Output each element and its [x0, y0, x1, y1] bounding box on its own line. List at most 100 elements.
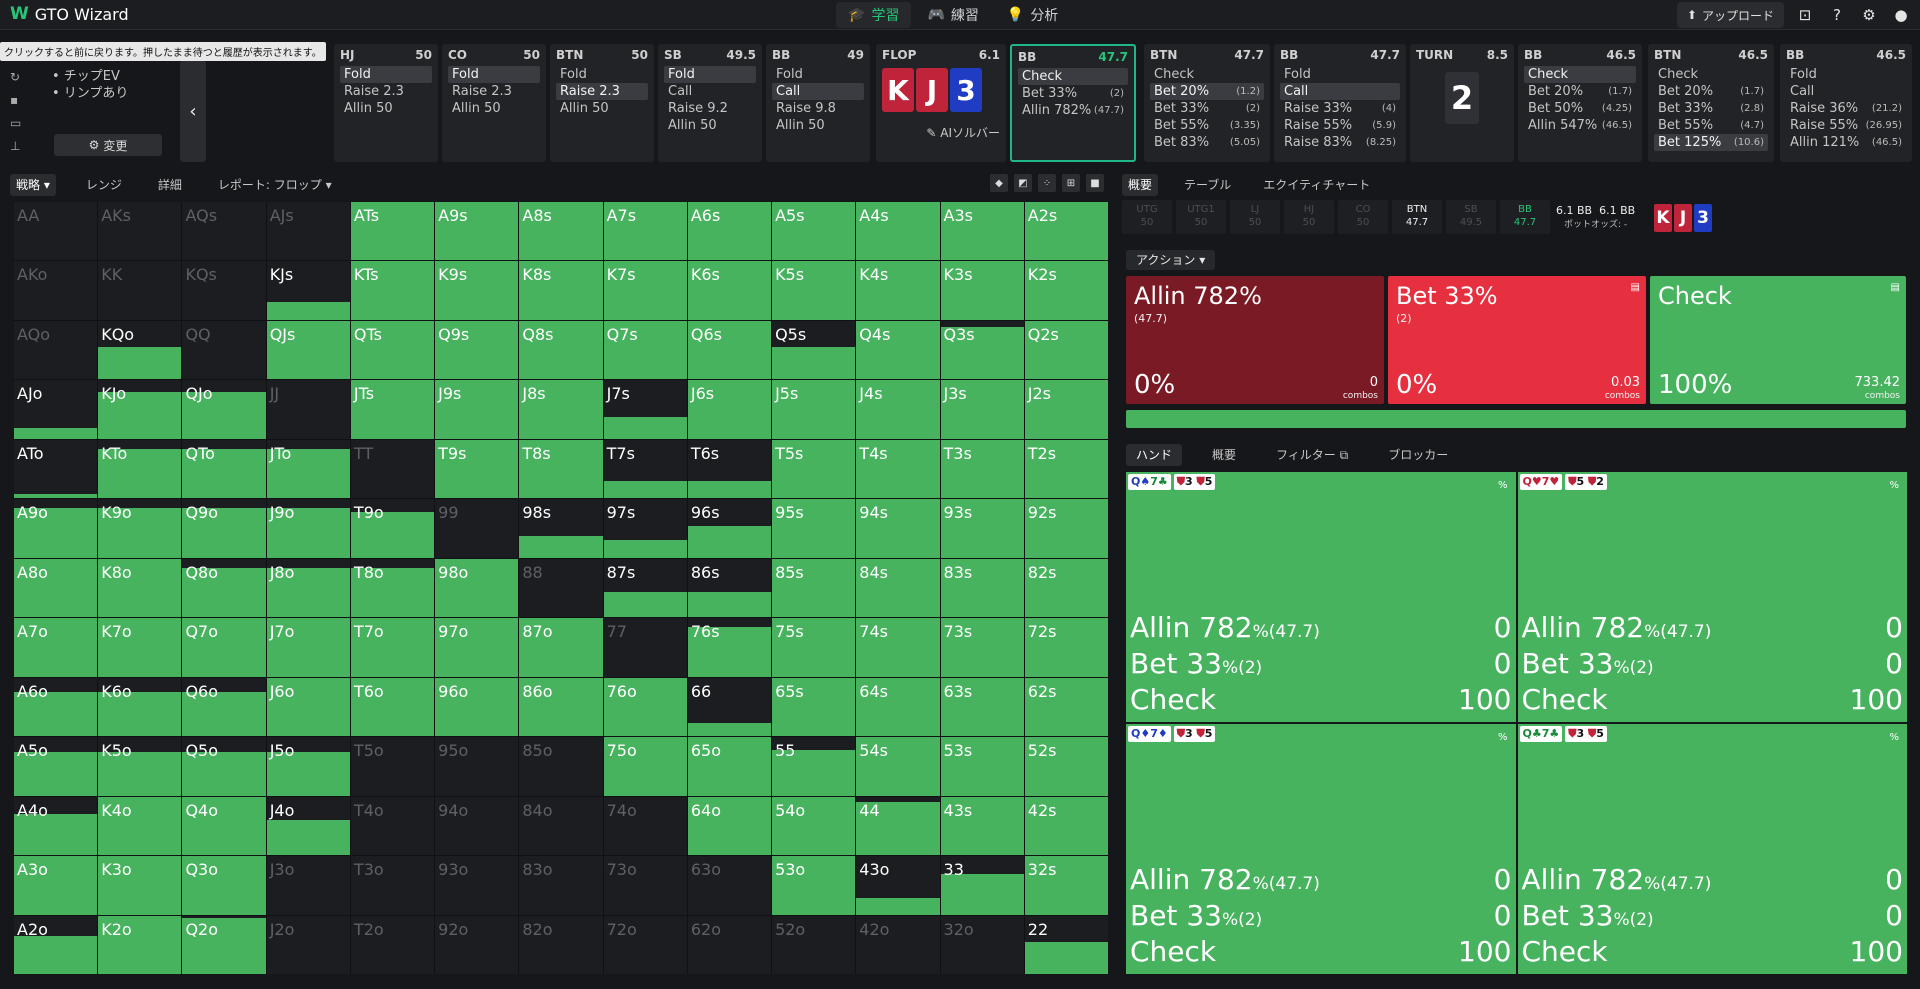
action-item[interactable]: Check — [1018, 68, 1128, 85]
seat-sb[interactable]: SB 49.5 — [1446, 200, 1496, 234]
grid-cell-J5o[interactable]: J5o — [266, 737, 350, 796]
grid-cell-J5s[interactable]: J5s — [772, 380, 856, 439]
tab-table[interactable]: テーブル — [1184, 178, 1232, 192]
grid-cell-Q5o[interactable]: Q5o — [182, 737, 266, 796]
action-item[interactable]: Raise 2.3 — [556, 83, 648, 100]
grid-cell-J8o[interactable]: J8o — [266, 558, 350, 618]
grid-cell-T3s[interactable]: T3s — [940, 439, 1024, 499]
node-bb-turn-2[interactable]: BB 46.5 Fold Call Raise 36% (21.2) Raise 55% (2… — [1780, 44, 1912, 162]
grid-cell-A5s[interactable]: A5s — [772, 202, 856, 261]
grid-cell-42o[interactable]: 42o — [856, 915, 940, 974]
grid-cell-J2o[interactable]: J2o — [266, 915, 350, 974]
grid-cell-A7o[interactable]: A7o — [14, 618, 98, 677]
action-item[interactable]: Call — [772, 83, 864, 100]
grid-cell-K7o[interactable]: K7o — [98, 618, 182, 677]
grid-cell-Q2o[interactable]: Q2o — [182, 915, 266, 974]
grid-cell-T9o[interactable]: T9o — [350, 499, 435, 558]
action-item[interactable]: Fold — [1284, 67, 1311, 82]
grid-cell-43s[interactable]: 43s — [940, 796, 1024, 856]
grid-cell-84o[interactable]: 84o — [519, 796, 603, 856]
tab-details[interactable]: 詳細 — [157, 178, 182, 192]
grid-cell-KQo[interactable]: KQo — [98, 320, 182, 380]
tab-equity-chart[interactable]: エクイティチャート — [1263, 178, 1371, 192]
grid-cell-Q9s[interactable]: Q9s — [435, 320, 519, 380]
grid-cell-T9s[interactable]: T9s — [435, 439, 519, 499]
grid-cell-K2o[interactable]: K2o — [98, 915, 182, 974]
action-card-check[interactable]: Check ▤ 100% 733.42 combos — [1650, 276, 1906, 404]
action-item[interactable]: Bet 50% (4.25) — [1528, 101, 1632, 116]
grid-cell-T8s[interactable]: T8s — [519, 439, 603, 499]
grid-cell-63o[interactable]: 63o — [687, 856, 772, 915]
grid-cell-T6o[interactable]: T6o — [350, 677, 435, 737]
grid-cell-AA[interactable]: AA — [14, 202, 98, 261]
grid-cell-94s[interactable]: 94s — [856, 499, 940, 558]
node-bb-turn[interactable]: BB 46.5 Check Bet 20% (1.7) Bet 50% (4.25) Alli… — [1518, 44, 1642, 162]
grid-cell-J6o[interactable]: J6o — [266, 677, 350, 737]
grid-cell-AKo[interactable]: AKo — [14, 261, 98, 320]
grid-cell-95s[interactable]: 95s — [772, 499, 856, 558]
grid-cell-73o[interactable]: 73o — [603, 856, 687, 915]
action-item[interactable]: Allin 50 — [452, 101, 501, 116]
hand-combo-cell[interactable]: Q♠7♣ ⛊3 ⛊5 % Allin 782%(47.7) 0 Bet 33%(2) 0 C… — [1126, 472, 1516, 722]
grid-cell-Q6o[interactable]: Q6o — [182, 677, 266, 737]
grid-cell-QJs[interactable]: QJs — [266, 320, 350, 380]
grid-cell-87s[interactable]: 87s — [603, 558, 687, 618]
tab-hands[interactable]: ハンド — [1126, 444, 1183, 466]
grid-cell-Q4o[interactable]: Q4o — [182, 796, 266, 856]
app-logo[interactable]: W GTO Wizard — [10, 4, 129, 24]
grid-cell-AQs[interactable]: AQs — [182, 202, 266, 261]
view-3d-icon[interactable]: ◆ — [990, 174, 1008, 192]
tab-filter[interactable]: フィルター ⧉ — [1276, 448, 1349, 462]
grid-cell-AQo[interactable]: AQo — [14, 320, 98, 380]
grid-cell-A6o[interactable]: A6o — [14, 677, 98, 737]
grid-cell-K7s[interactable]: K7s — [603, 261, 687, 320]
grid-cell-K8s[interactable]: K8s — [519, 261, 603, 320]
action-item[interactable]: Bet 83% (5.05) — [1154, 135, 1260, 150]
upload-button[interactable]: ⬆ アップロード — [1676, 2, 1784, 28]
grid-cell-72s[interactable]: 72s — [1024, 618, 1108, 677]
grid-cell-QTs[interactable]: QTs — [350, 320, 435, 380]
tab-blockers[interactable]: ブロッカー — [1388, 448, 1449, 462]
grid-cell-JTo[interactable]: JTo — [266, 439, 350, 499]
grid-cell-95o[interactable]: 95o — [435, 737, 519, 796]
grid-cell-J4o[interactable]: J4o — [266, 796, 350, 856]
grid-cell-A8o[interactable]: A8o — [14, 558, 98, 618]
action-item[interactable]: Fold — [448, 66, 540, 83]
action-item[interactable]: Allin 547% (46.5) — [1528, 118, 1632, 133]
action-item[interactable]: Bet 20% (1.2) — [1150, 83, 1264, 100]
grid-cell-33[interactable]: 33 — [940, 856, 1024, 915]
node-bb-flop-2[interactable]: BB 47.7 Fold Call Raise 33% (4) Raise 55% (5.9)… — [1274, 44, 1406, 162]
action-item[interactable]: Bet 20% (1.7) — [1658, 84, 1764, 99]
action-item[interactable]: Call — [1790, 84, 1815, 99]
grid-cell-T8o[interactable]: T8o — [350, 558, 435, 618]
action-item[interactable]: Fold — [1790, 67, 1817, 82]
grid-cell-98s[interactable]: 98s — [519, 499, 603, 558]
action-item[interactable]: Raise 36% (21.2) — [1790, 101, 1902, 116]
grid-cell-64s[interactable]: 64s — [856, 677, 940, 737]
grid-cell-KTs[interactable]: KTs — [350, 261, 435, 320]
action-item[interactable]: Bet 33% (2) — [1022, 86, 1124, 101]
grid-cell-99[interactable]: 99 — [435, 499, 519, 558]
grid-cell-T5s[interactable]: T5s — [772, 439, 856, 499]
action-card-allin[interactable]: Allin 782% (47.7) 0% 0 combos — [1126, 276, 1384, 404]
grid-cell-K9s[interactable]: K9s — [435, 261, 519, 320]
action-item[interactable]: Bet 55% (3.35) — [1154, 118, 1260, 133]
action-card-bet[interactable]: Bet 33% (2) ▤ 0% 0.03 combos — [1388, 276, 1646, 404]
tab-hand-overview[interactable]: 概要 — [1212, 448, 1237, 462]
position-btn[interactable]: BTN 50 Fold Raise 2.3 Allin 50 — [550, 44, 654, 162]
screenshot-icon[interactable]: ⊡ — [1798, 6, 1812, 24]
change-button[interactable]: ⚙ 変更 — [54, 134, 162, 156]
grid-cell-32o[interactable]: 32o — [940, 915, 1024, 974]
grid-cell-T4s[interactable]: T4s — [856, 439, 940, 499]
reset-icon[interactable]: ↻ — [10, 70, 21, 84]
grid-cell-K6o[interactable]: K6o — [98, 677, 182, 737]
grid-cell-T2o[interactable]: T2o — [350, 915, 435, 974]
action-item[interactable]: Allin 782% (47.7) — [1022, 103, 1124, 118]
grid-cell-A2s[interactable]: A2s — [1024, 202, 1108, 261]
grid-cell-T2s[interactable]: T2s — [1024, 439, 1108, 499]
grid-cell-62o[interactable]: 62o — [687, 915, 772, 974]
grid-cell-A6s[interactable]: A6s — [687, 202, 772, 261]
tab-report[interactable]: レポート: フロップ ▾ — [217, 178, 332, 192]
grid-cell-87o[interactable]: 87o — [519, 618, 603, 677]
action-item[interactable]: Raise 55% (26.95) — [1790, 118, 1902, 133]
